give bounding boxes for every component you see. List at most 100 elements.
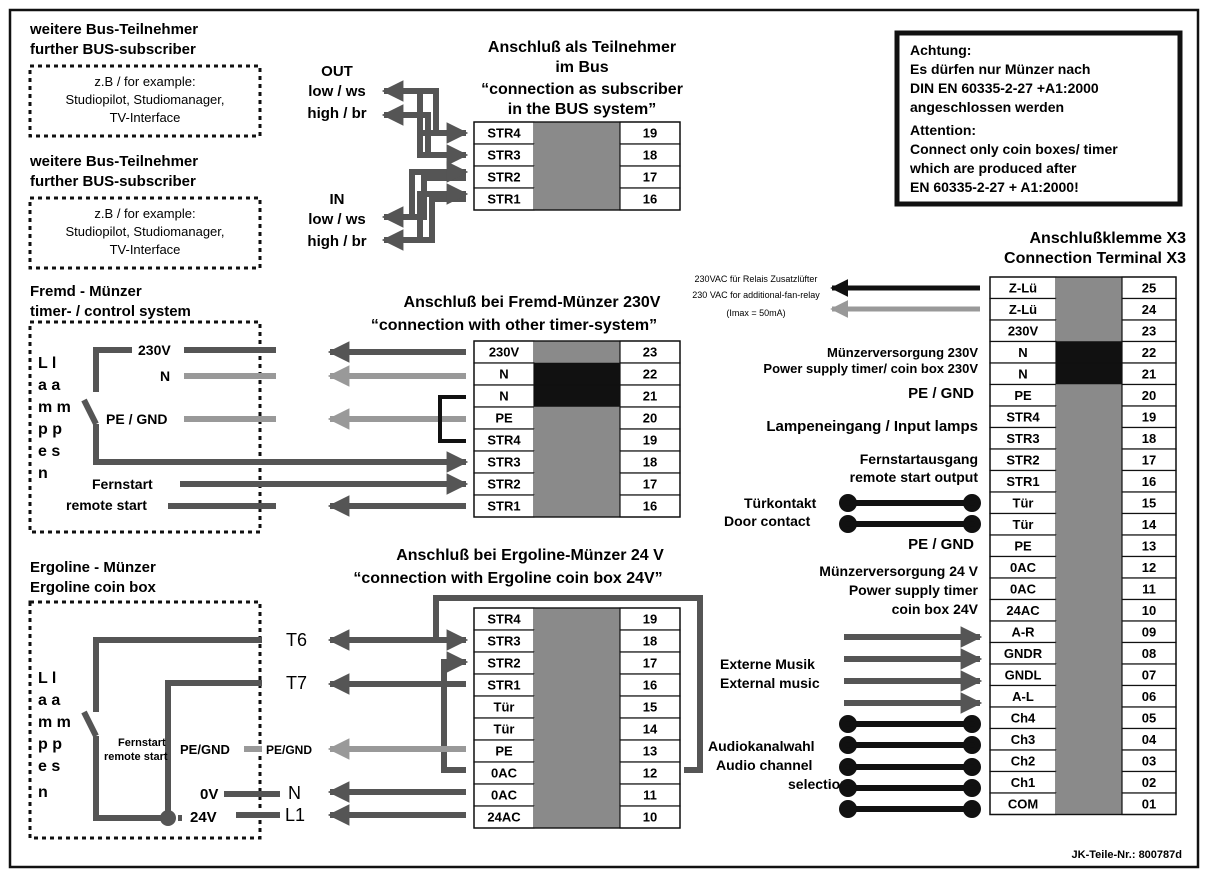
fremd-terminal-number: 19 (643, 433, 657, 448)
ergo-fill-cell (533, 761, 621, 785)
bus-terminal-name: STR3 (487, 148, 520, 163)
x3-terminal-number: 16 (1142, 474, 1156, 489)
x3-terminal-number: 05 (1142, 710, 1156, 725)
x3-relay-1: 230VAC für Relais Zusatzlüfter (695, 274, 818, 284)
x3-music-de: Externe Musik (720, 656, 815, 672)
x3-fill-cell (1055, 448, 1123, 471)
x3-supply230-en: Power supply timer/ coin box 230V (763, 361, 978, 376)
x3-fill-cell (1055, 599, 1123, 622)
x3-supply24-1: Münzerversorgung 24 V (819, 563, 978, 579)
fremd-terminal-number: 16 (643, 499, 657, 514)
ergo-terminal-number: 14 (643, 722, 658, 737)
x3-terminal-name: N (1018, 345, 1027, 360)
x3-terminal-name: N (1018, 366, 1027, 381)
bus1-example-box (28, 64, 262, 138)
x3-remote-de: Fernstartausgang (860, 451, 978, 467)
ergo-terminal-table: STR4 19 STR3 18 STR2 17 STR1 16 Tür 15 Tür 14 PE 13 0A… (473, 607, 681, 829)
x3-terminal-name: Tür (1013, 495, 1034, 510)
fremd-terminal-name: N (499, 389, 508, 404)
x3-audio-dot-1a (839, 779, 857, 797)
x3-remote-en: remote start output (850, 469, 979, 485)
ergo-loop-str2 (441, 651, 469, 773)
x3-terminal-number: 24 (1142, 302, 1157, 317)
ergo-title-en: Ergoline coin box (30, 579, 157, 596)
fremd-pe-label: PE / GND (106, 411, 167, 427)
ergo-terminal-name: Tür (494, 722, 515, 737)
x3-audio-dot-4b (963, 715, 981, 733)
x3-terminal-name: Ch3 (1011, 732, 1036, 747)
x3-terminal-name: STR4 (1006, 409, 1040, 424)
fremd-lamp-letters-4: p p (38, 421, 62, 438)
x3-terminal-number: 21 (1142, 366, 1156, 381)
x3-fill-cell (1055, 513, 1123, 536)
in-high-label: high / br (307, 233, 366, 250)
bus-outline (473, 121, 681, 211)
bus-terminal-table: STR4 19 STR3 18 STR2 17 STR1 16 (473, 121, 681, 211)
ergo-pe-right-label: PE/GND (266, 743, 312, 757)
x3-pe-b-label: PE / GND (908, 536, 974, 553)
x3-door-en: Door contact (724, 513, 811, 529)
fremd-fill-cell (533, 406, 621, 430)
ergo-terminal-number: 19 (643, 612, 657, 627)
fremd-fill-cell (533, 428, 621, 452)
x3-terminal-number: 22 (1142, 345, 1156, 360)
x3-fill-cell (1055, 685, 1123, 708)
x3-terminal-number: 20 (1142, 388, 1156, 403)
warning-line-5: Attention: (910, 122, 976, 138)
x3-pe-a-label: PE / GND (908, 385, 974, 402)
fremd-fill-cell (533, 472, 621, 496)
fremd-start-en: remote start (66, 497, 147, 513)
ergo-terminal-number: 17 (643, 656, 657, 671)
ergo-lamp-letters-1: L l (38, 670, 56, 687)
in-low-label: low / ws (308, 211, 366, 228)
x3-door-dot-1a (839, 494, 857, 512)
fremd-terminal-number: 22 (643, 367, 657, 382)
ergo-lamp-letters-2: a a (38, 692, 60, 709)
x3-terminal-number: 13 (1142, 538, 1156, 553)
bus-wire-str4-in (404, 88, 469, 144)
fremd-bridge (438, 395, 466, 443)
bus-fill-cell (533, 187, 621, 211)
fremd-terminal-name: STR3 (487, 455, 520, 470)
ergo-terminal-number: 16 (643, 678, 657, 693)
ergo-terminal-name: 24AC (487, 810, 521, 825)
ergo-terminal-number: 12 (643, 766, 657, 781)
bus2-title-en: further BUS-subscriber (30, 173, 196, 190)
x3-fill-cell (1055, 620, 1123, 643)
x3-fill-cell (1055, 728, 1123, 751)
ergo-pe-left-label: PE/GND (180, 742, 230, 757)
fremd-outline (473, 340, 681, 518)
fremd-terminal-name: PE (495, 411, 513, 426)
bus1-box-line1: z.B / for example: (94, 74, 195, 89)
warning-box (894, 30, 1183, 207)
fremd-230v-label: 230V (138, 342, 171, 358)
ergo-heading-en: “connection with Ergoline coin box 24V” (353, 570, 662, 587)
fremd-title-de: Fremd - Münzer (30, 283, 142, 300)
ergo-junction-dot (160, 810, 176, 826)
fremd-system-box (28, 320, 262, 534)
x3-terminal-number: 17 (1142, 452, 1156, 467)
bus1-title-en: further BUS-subscriber (30, 41, 196, 58)
x3-relay-2: 230 VAC for additional-fan-relay (692, 290, 820, 300)
out-low-label: low / ws (308, 83, 366, 100)
ergo-24v-line (178, 812, 280, 821)
bus-wire-str2-in (404, 161, 469, 220)
bus1-box-line3: TV-Interface (110, 110, 181, 125)
x3-fill-cell (1055, 298, 1123, 321)
x3-door-dot-2b (963, 515, 981, 533)
fremd-lamp-switch-arm (81, 398, 99, 426)
x3-fill-cell (1055, 706, 1123, 729)
ergo-loop-str3 (433, 595, 703, 773)
bus-terminal-number: 17 (643, 170, 657, 185)
outer-frame (8, 8, 1200, 869)
x3-terminal-number: 06 (1142, 689, 1156, 704)
x3-audio-dot-4a (839, 715, 857, 733)
ergo-system-box (28, 600, 262, 840)
x3-terminal-number: 14 (1142, 517, 1157, 532)
ergo-t6-label: T6 (286, 630, 307, 650)
bus-wire-str1-in (404, 183, 469, 243)
x3-outline (989, 276, 1177, 816)
bus1-title-de: weitere Bus-Teilnehmer (29, 21, 198, 38)
fremd-title-en: timer- / control system (30, 303, 191, 320)
